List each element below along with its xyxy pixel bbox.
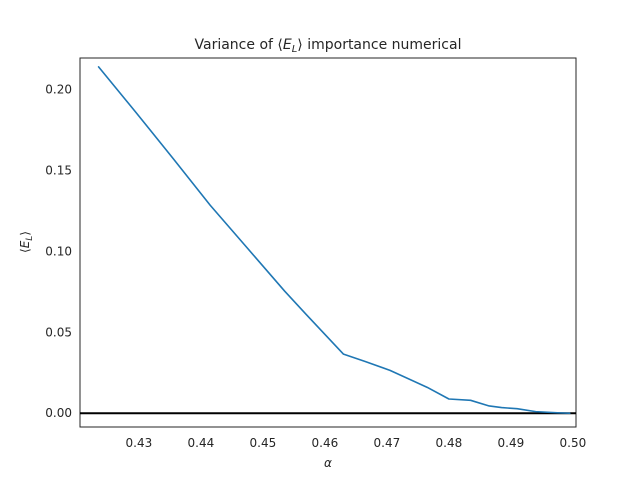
x-tick-label: 0.46 xyxy=(312,436,339,450)
y-tick-label: 0.15 xyxy=(45,163,72,177)
plot-frame xyxy=(79,57,577,428)
x-tick-label: 0.47 xyxy=(374,436,401,450)
x-tick-label: 0.48 xyxy=(436,436,463,450)
x-tick-label: 0.43 xyxy=(126,436,153,450)
chart-title: Variance of ⟨EL⟩ importance numerical xyxy=(195,37,462,55)
y-tick-labels: 0.00 0.05 0.10 0.15 0.20 xyxy=(45,83,72,421)
x-tick-labels: 0.43 0.44 0.45 0.46 0.47 0.48 0.49 0.50 xyxy=(126,436,587,450)
x-tick-label: 0.49 xyxy=(498,436,525,450)
x-axis-label: α xyxy=(324,456,332,470)
x-tick-label: 0.50 xyxy=(560,436,587,450)
y-tick-label: 0.05 xyxy=(45,325,72,339)
y-axis-label: ⟨EL⟩ xyxy=(18,231,35,253)
x-tick-label: 0.45 xyxy=(250,436,277,450)
y-tick-label: 0.00 xyxy=(45,406,72,420)
series-line-0 xyxy=(97,66,571,415)
plot-area xyxy=(79,57,577,428)
y-tick-label: 0.10 xyxy=(45,244,72,258)
y-tick-label: 0.20 xyxy=(45,83,72,97)
x-tick-label: 0.44 xyxy=(188,436,215,450)
